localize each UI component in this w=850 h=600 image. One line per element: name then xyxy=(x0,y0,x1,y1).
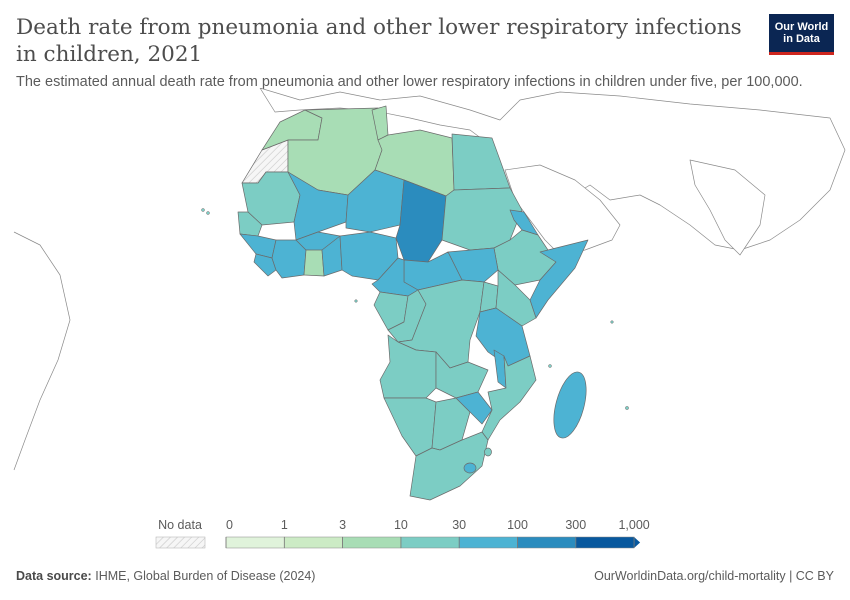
niger xyxy=(345,169,405,233)
legend-bin-4[interactable] xyxy=(458,536,518,549)
color-legend: No data 0 1 3 10 30 100 300 1,000 xyxy=(155,518,650,549)
legend-tick-label: 30 xyxy=(452,518,466,532)
legend-tick-label: 3 xyxy=(339,518,346,532)
legend-tick-label: 300 xyxy=(565,518,586,532)
eswatini xyxy=(484,447,492,457)
legend-bin-0[interactable] xyxy=(225,536,285,549)
zambia xyxy=(435,351,489,399)
madagascar xyxy=(553,371,587,439)
africa-map xyxy=(13,88,846,501)
legend-tick-label: 100 xyxy=(507,518,528,532)
legend-arrow xyxy=(634,537,641,548)
chart-subtitle: The estimated annual death rate from pne… xyxy=(16,74,803,90)
comoros xyxy=(548,364,552,368)
ghana xyxy=(303,249,325,277)
americas-outline xyxy=(13,231,71,471)
cape-verde xyxy=(201,208,205,212)
namibia xyxy=(383,397,437,457)
legend-bin-5[interactable] xyxy=(517,536,577,549)
legend-bin-6[interactable] xyxy=(575,536,635,549)
seychelles xyxy=(610,320,614,324)
legend-tick-label: 10 xyxy=(394,518,408,532)
angola xyxy=(379,334,437,399)
legend-bin-1[interactable] xyxy=(284,536,343,549)
legend-tick-label: 1 xyxy=(281,518,288,532)
owid-logo[interactable]: Our World in Data xyxy=(769,14,834,55)
legend-tick-label: 0 xyxy=(226,518,233,532)
chart-title: Death rate from pneumonia and other lowe… xyxy=(16,15,742,67)
india-outline xyxy=(689,159,766,256)
mauritius xyxy=(625,406,629,410)
legend-no-data-label: No data xyxy=(158,518,202,532)
data-source-text: IHME, Global Burden of Disease (2024) xyxy=(95,569,316,583)
mozambique xyxy=(481,355,537,441)
data-source: Data source: IHME, Global Burden of Dise… xyxy=(16,569,315,583)
kenya xyxy=(495,269,537,327)
legend-bin-2[interactable] xyxy=(342,536,402,549)
senegal xyxy=(237,211,263,237)
cote-divoire xyxy=(271,239,307,279)
legend-tick-label: 1,000 xyxy=(618,518,649,532)
legend-no-data-swatch xyxy=(155,536,206,549)
data-source-label: Data source: xyxy=(16,569,92,583)
footer-url[interactable]: OurWorldinData.org/child-mortality | CC … xyxy=(594,569,834,583)
lesotho xyxy=(463,462,477,474)
sao-tome xyxy=(354,299,358,303)
europe-outline xyxy=(259,88,846,251)
logo-line-2: in Data xyxy=(783,33,820,45)
cape-verde-2 xyxy=(206,211,210,215)
sierra-leone xyxy=(253,253,277,277)
logo-line-1: Our World xyxy=(774,21,829,33)
egypt xyxy=(451,133,511,191)
legend-bin-3[interactable] xyxy=(400,536,460,549)
zimbabwe xyxy=(455,391,493,425)
south-africa xyxy=(409,431,489,501)
arabia-outline xyxy=(504,164,621,256)
